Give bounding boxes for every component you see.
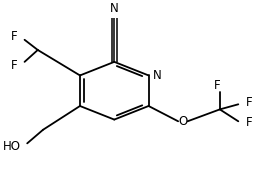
- Text: F: F: [245, 96, 252, 109]
- Text: F: F: [11, 30, 17, 43]
- Text: HO: HO: [2, 140, 20, 153]
- Text: N: N: [153, 69, 162, 82]
- Text: O: O: [178, 115, 188, 128]
- Text: F: F: [214, 79, 221, 92]
- Text: F: F: [245, 116, 252, 129]
- Text: F: F: [11, 59, 17, 72]
- Text: N: N: [110, 2, 119, 15]
